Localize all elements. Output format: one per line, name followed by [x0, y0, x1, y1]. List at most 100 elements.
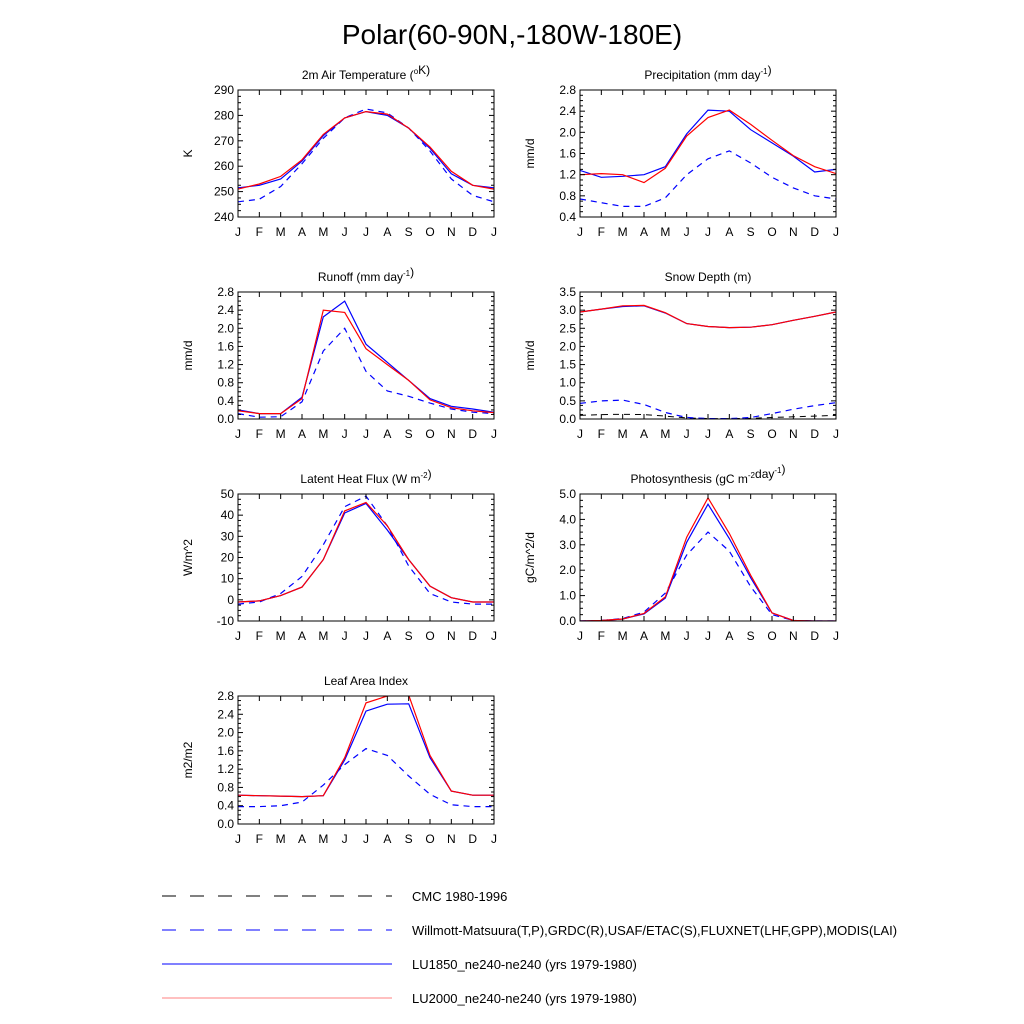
x-tick-label: F [598, 427, 605, 441]
series-line-lu1850 [238, 703, 494, 798]
y-tick-label: 250 [214, 185, 234, 199]
x-tick-label: J [342, 427, 348, 441]
x-tick-label: J [491, 427, 497, 441]
x-tick-label: A [640, 427, 648, 441]
x-tick-label: F [256, 629, 263, 643]
x-tick-label: M [276, 832, 286, 846]
x-tick-label: M [660, 629, 670, 643]
y-axis-label: mm/d [181, 341, 195, 371]
y-tick-label: 0.4 [217, 394, 234, 408]
x-tick-label: A [725, 427, 733, 441]
y-tick-label: 270 [214, 134, 234, 148]
legend-item: LU1850_ne240-ne240 (yrs 1979-1980) [162, 957, 637, 972]
series-line-obs [238, 108, 494, 203]
y-tick-label: 0.8 [559, 189, 576, 203]
y-tick-label: 1.0 [559, 376, 576, 390]
x-tick-label: F [256, 427, 263, 441]
series-line-lu2000 [238, 309, 494, 415]
x-tick-label: M [318, 427, 328, 441]
panel-title: Snow Depth (m) [665, 270, 752, 284]
chart-panel: Runoff (mm day-1)J F M A M J J A S O N D J0.00.40.81… [181, 265, 497, 441]
series-line-lu1850 [238, 502, 494, 603]
panel-title: Latent Heat Flux (W m-2) [300, 467, 431, 486]
x-tick-label: M [276, 225, 286, 239]
legend-label: Willmott-Matsuura(T,P),GRDC(R),USAF/ETAC… [412, 923, 897, 938]
x-tick-label: A [383, 225, 391, 239]
x-tick-label: O [425, 427, 434, 441]
y-tick-label: 0.5 [559, 394, 576, 408]
x-tick-label: A [383, 832, 391, 846]
x-tick-label: O [767, 629, 776, 643]
chart-panel: Photosynthesis (gC m-2day-1)J F M A M J J A S O N D… [523, 462, 839, 643]
x-tick-label: D [468, 427, 477, 441]
x-tick-label: J [342, 629, 348, 643]
series-line-lu2000 [580, 304, 836, 329]
x-tick-label: N [789, 225, 798, 239]
y-tick-label: 2.0 [217, 726, 234, 740]
panel-title: Photosynthesis (gC m-2day-1) [631, 462, 786, 486]
series-line-lu1850 [580, 305, 836, 329]
y-tick-label: 2.8 [217, 689, 234, 703]
x-tick-label: J [342, 225, 348, 239]
x-tick-label: M [660, 225, 670, 239]
x-tick-label: J [684, 225, 690, 239]
series-line-lu1850 [238, 110, 494, 189]
x-tick-label: N [447, 225, 456, 239]
y-tick-label: 1.5 [559, 358, 576, 372]
legend-label: LU2000_ne240-ne240 (yrs 1979-1980) [412, 991, 637, 1006]
series-line-obs [580, 531, 836, 621]
chart-panel: Latent Heat Flux (W m-2)J F M A M J J A S O N D J-10… [181, 467, 497, 643]
series-line-obs [238, 747, 494, 808]
y-tick-label: 0.0 [559, 412, 576, 426]
y-tick-label: 10 [221, 572, 235, 586]
x-tick-label: M [318, 225, 328, 239]
series-line-lu1850 [580, 503, 836, 621]
x-tick-label: A [383, 427, 391, 441]
y-tick-label: 20 [221, 551, 235, 565]
x-tick-label: M [618, 629, 628, 643]
y-tick-label: 2.0 [559, 339, 576, 353]
x-tick-label: N [447, 832, 456, 846]
x-tick-label: J [363, 225, 369, 239]
legend-item: CMC 1980-1996 [162, 889, 507, 904]
y-tick-label: 0.0 [559, 614, 576, 628]
plot-frame [579, 493, 837, 622]
x-tick-label: N [447, 629, 456, 643]
x-tick-label: S [405, 225, 413, 239]
x-tick-label: J [577, 225, 583, 239]
y-axis-label: mm/d [523, 341, 537, 371]
y-tick-label: 1.2 [217, 762, 234, 776]
y-tick-label: 290 [214, 83, 234, 97]
x-tick-label: F [256, 832, 263, 846]
series-line-lu1850 [238, 300, 494, 415]
x-tick-label: M [318, 629, 328, 643]
x-tick-label: D [810, 225, 819, 239]
y-tick-label: 1.0 [559, 589, 576, 603]
y-axis-label: W/m^2 [181, 539, 195, 576]
x-tick-label: J [235, 629, 241, 643]
x-tick-label: D [468, 629, 477, 643]
legend-label: LU1850_ne240-ne240 (yrs 1979-1980) [412, 957, 637, 972]
plot-frame [237, 291, 495, 420]
x-tick-label: J [235, 832, 241, 846]
y-tick-label: 30 [221, 529, 235, 543]
x-tick-label: O [767, 427, 776, 441]
y-tick-label: 0.4 [217, 799, 234, 813]
x-tick-label: A [298, 225, 306, 239]
x-tick-label: A [383, 629, 391, 643]
y-axis-label: K [181, 149, 195, 157]
x-tick-label: D [468, 832, 477, 846]
y-tick-label: 2.0 [559, 563, 576, 577]
x-tick-label: D [810, 427, 819, 441]
panel-title: 2m Air Temperature (oK) [302, 63, 430, 82]
series-line-lu2000 [238, 110, 494, 190]
x-tick-label: J [684, 629, 690, 643]
y-tick-label: 2.4 [559, 104, 576, 118]
series-line-lu1850 [580, 109, 836, 178]
panel-title: Leaf Area Index [324, 674, 408, 688]
y-tick-label: 1.6 [559, 147, 576, 161]
page-title: Polar(60-90N,-180W-180E) [342, 19, 682, 50]
x-tick-label: A [640, 225, 648, 239]
panels: 2m Air Temperature (oK)J F M A M J J A S O N D J2402… [181, 63, 839, 846]
